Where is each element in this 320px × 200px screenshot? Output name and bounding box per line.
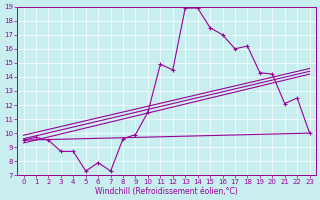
X-axis label: Windchill (Refroidissement éolien,°C): Windchill (Refroidissement éolien,°C) xyxy=(95,187,238,196)
